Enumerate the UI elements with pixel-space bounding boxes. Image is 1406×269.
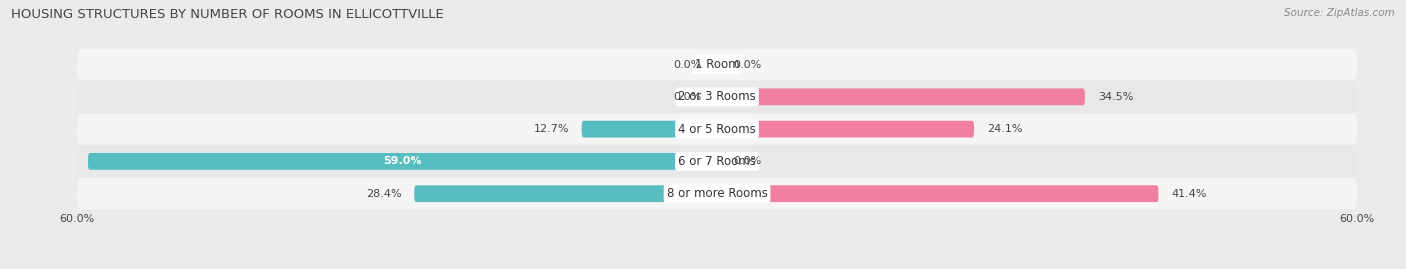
- Text: 34.5%: 34.5%: [1098, 92, 1133, 102]
- Text: Source: ZipAtlas.com: Source: ZipAtlas.com: [1284, 8, 1395, 18]
- Text: 8 or more Rooms: 8 or more Rooms: [666, 187, 768, 200]
- Text: 2 or 3 Rooms: 2 or 3 Rooms: [678, 90, 756, 103]
- FancyBboxPatch shape: [717, 185, 1159, 202]
- FancyBboxPatch shape: [77, 81, 1357, 112]
- Text: 28.4%: 28.4%: [366, 189, 402, 199]
- Text: 6 or 7 Rooms: 6 or 7 Rooms: [678, 155, 756, 168]
- FancyBboxPatch shape: [77, 49, 1357, 80]
- Text: 59.0%: 59.0%: [384, 156, 422, 167]
- Text: 0.0%: 0.0%: [673, 92, 702, 102]
- FancyBboxPatch shape: [415, 185, 717, 202]
- FancyBboxPatch shape: [77, 178, 1357, 209]
- FancyBboxPatch shape: [89, 153, 717, 170]
- Text: 24.1%: 24.1%: [987, 124, 1022, 134]
- FancyBboxPatch shape: [717, 121, 974, 137]
- FancyBboxPatch shape: [77, 146, 1357, 177]
- Text: 12.7%: 12.7%: [533, 124, 569, 134]
- FancyBboxPatch shape: [582, 121, 717, 137]
- Text: 41.4%: 41.4%: [1171, 189, 1206, 199]
- Text: 0.0%: 0.0%: [733, 59, 761, 70]
- Text: HOUSING STRUCTURES BY NUMBER OF ROOMS IN ELLICOTTVILLE: HOUSING STRUCTURES BY NUMBER OF ROOMS IN…: [11, 8, 444, 21]
- Legend: Owner-occupied, Renter-occupied: Owner-occupied, Renter-occupied: [591, 266, 844, 269]
- FancyBboxPatch shape: [717, 89, 1085, 105]
- Text: 1 Room: 1 Room: [695, 58, 740, 71]
- FancyBboxPatch shape: [77, 114, 1357, 145]
- Text: 4 or 5 Rooms: 4 or 5 Rooms: [678, 123, 756, 136]
- Text: 0.0%: 0.0%: [733, 156, 761, 167]
- Text: 0.0%: 0.0%: [673, 59, 702, 70]
